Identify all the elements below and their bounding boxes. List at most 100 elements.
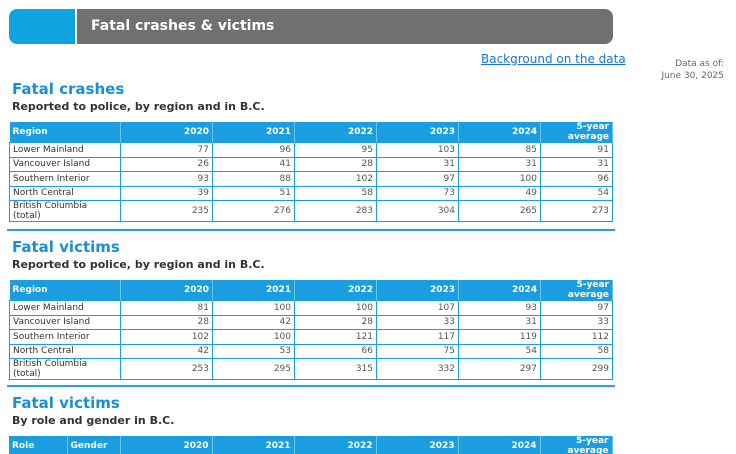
table-cell: 53 xyxy=(212,343,295,359)
table-cell: 26 xyxy=(120,156,213,172)
table-cell: 265 xyxy=(458,200,541,222)
section-subtitle-fatal-victims: Reported to police, by region and in B.C… xyxy=(12,258,265,271)
table-cell: 100 xyxy=(294,300,377,316)
column-header: 2022 xyxy=(294,122,377,143)
table-cell: 97 xyxy=(540,300,613,316)
table-cell: Lower Mainland xyxy=(9,142,121,158)
table-cell: 73 xyxy=(376,185,459,201)
table-cell: 31 xyxy=(458,156,541,172)
banner-accent xyxy=(9,9,75,44)
table-cell: 96 xyxy=(540,171,613,187)
column-header: 2021 xyxy=(212,436,295,454)
table-cell: 42 xyxy=(120,343,213,359)
table-cell: 58 xyxy=(540,343,613,359)
fatal-victims-role-table: Role Gender 2020 2021 2022 2023 2024 5-y… xyxy=(9,436,613,454)
table-cell: 102 xyxy=(120,329,213,345)
table-row: North Central 42 53 66 75 54 58 xyxy=(9,343,613,359)
table-cell: Vancouver Island xyxy=(9,156,121,172)
table-cell: 88 xyxy=(212,171,295,187)
table-cell: 299 xyxy=(540,358,613,380)
column-header: Region xyxy=(9,122,121,143)
table-cell: 54 xyxy=(540,185,613,201)
table-cell: 112 xyxy=(540,329,613,345)
table-cell: North Central xyxy=(9,185,121,201)
section-title-fatal-victims: Fatal victims xyxy=(12,238,120,256)
table-cell: 235 xyxy=(120,200,213,222)
table-cell: 49 xyxy=(458,185,541,201)
table-cell: 276 xyxy=(212,200,295,222)
table-cell: 121 xyxy=(294,329,377,345)
table-cell: 31 xyxy=(540,156,613,172)
table-cell: 66 xyxy=(294,343,377,359)
column-header: 2024 xyxy=(458,280,541,301)
table-cell: 54 xyxy=(458,343,541,359)
table-cell: 41 xyxy=(212,156,295,172)
table-cell: Southern Interior xyxy=(9,329,121,345)
section-title-fatal-victims-role: Fatal victims xyxy=(12,394,120,412)
table-row: North Central 39 51 58 73 49 54 xyxy=(9,185,613,201)
page-title: Fatal crashes & victims xyxy=(91,18,275,34)
table-cell: Lower Mainland xyxy=(9,300,121,316)
column-header: 2023 xyxy=(376,436,459,454)
fatal-crashes-table: Region 2020 2021 2022 2023 2024 5-year a… xyxy=(9,122,613,222)
table-cell: 28 xyxy=(120,314,213,330)
table-cell: 100 xyxy=(458,171,541,187)
table-cell: 81 xyxy=(120,300,213,316)
data-as-of-date: June 30, 2025 xyxy=(661,71,724,81)
table-cell: 295 xyxy=(212,358,295,380)
table-cell: 97 xyxy=(376,171,459,187)
table-cell: 93 xyxy=(458,300,541,316)
table-cell: 315 xyxy=(294,358,377,380)
section-subtitle-fatal-crashes: Reported to police, by region and in B.C… xyxy=(12,100,265,113)
table-cell: Southern Interior xyxy=(9,171,121,187)
table-cell: 100 xyxy=(212,300,295,316)
table-cell: 283 xyxy=(294,200,377,222)
table-cell: North Central xyxy=(9,343,121,359)
column-header: 2021 xyxy=(212,122,295,143)
table-cell: 85 xyxy=(458,142,541,158)
data-as-of: Data as of: June 30, 2025 xyxy=(661,58,724,82)
table-row: Southern Interior 102 100 121 117 119 11… xyxy=(9,329,613,345)
column-header: 2022 xyxy=(294,280,377,301)
column-header: 2022 xyxy=(294,436,377,454)
table-cell: 93 xyxy=(120,171,213,187)
fatal-victims-region-table: Region 2020 2021 2022 2023 2024 5-year a… xyxy=(9,280,613,380)
table-cell: 77 xyxy=(120,142,213,158)
table-cell: 119 xyxy=(458,329,541,345)
table-cell: 95 xyxy=(294,142,377,158)
table-cell: 96 xyxy=(212,142,295,158)
table-cell: 28 xyxy=(294,314,377,330)
banner-bar: Fatal crashes & victims xyxy=(75,9,613,44)
table-row: British Columbia (total) 253 295 315 332… xyxy=(9,358,613,380)
table-header-row: Role Gender 2020 2021 2022 2023 2024 5-y… xyxy=(9,436,613,454)
column-header: 2020 xyxy=(120,436,213,454)
column-header: 2020 xyxy=(120,280,213,301)
section-divider xyxy=(7,229,615,231)
section-divider xyxy=(7,385,615,387)
table-cell: 42 xyxy=(212,314,295,330)
column-header: Role xyxy=(9,436,68,454)
table-cell: 58 xyxy=(294,185,377,201)
table-cell: 33 xyxy=(376,314,459,330)
table-cell: Vancouver Island xyxy=(9,314,121,330)
column-header: 2021 xyxy=(212,280,295,301)
table-cell: 273 xyxy=(540,200,613,222)
table-cell: 91 xyxy=(540,142,613,158)
table-cell: British Columbia (total) xyxy=(9,358,121,380)
table-header-row: Region 2020 2021 2022 2023 2024 5-year a… xyxy=(9,280,613,301)
table-cell: 31 xyxy=(458,314,541,330)
table-cell: 102 xyxy=(294,171,377,187)
column-header: 2023 xyxy=(376,280,459,301)
table-cell: 39 xyxy=(120,185,213,201)
column-header: Region xyxy=(9,280,121,301)
background-data-link[interactable]: Background on the data xyxy=(481,52,626,66)
table-row: Vancouver Island 28 42 28 33 31 33 xyxy=(9,314,613,330)
table-cell: 107 xyxy=(376,300,459,316)
table-row: Lower Mainland 77 96 95 103 85 91 xyxy=(9,142,613,158)
section-subtitle-fatal-victims-role: By role and gender in B.C. xyxy=(12,414,175,427)
column-header: 2023 xyxy=(376,122,459,143)
data-as-of-label: Data as of: xyxy=(675,59,724,69)
table-cell: 297 xyxy=(458,358,541,380)
table-row: Vancouver Island 26 41 28 31 31 31 xyxy=(9,156,613,172)
table-cell: 253 xyxy=(120,358,213,380)
